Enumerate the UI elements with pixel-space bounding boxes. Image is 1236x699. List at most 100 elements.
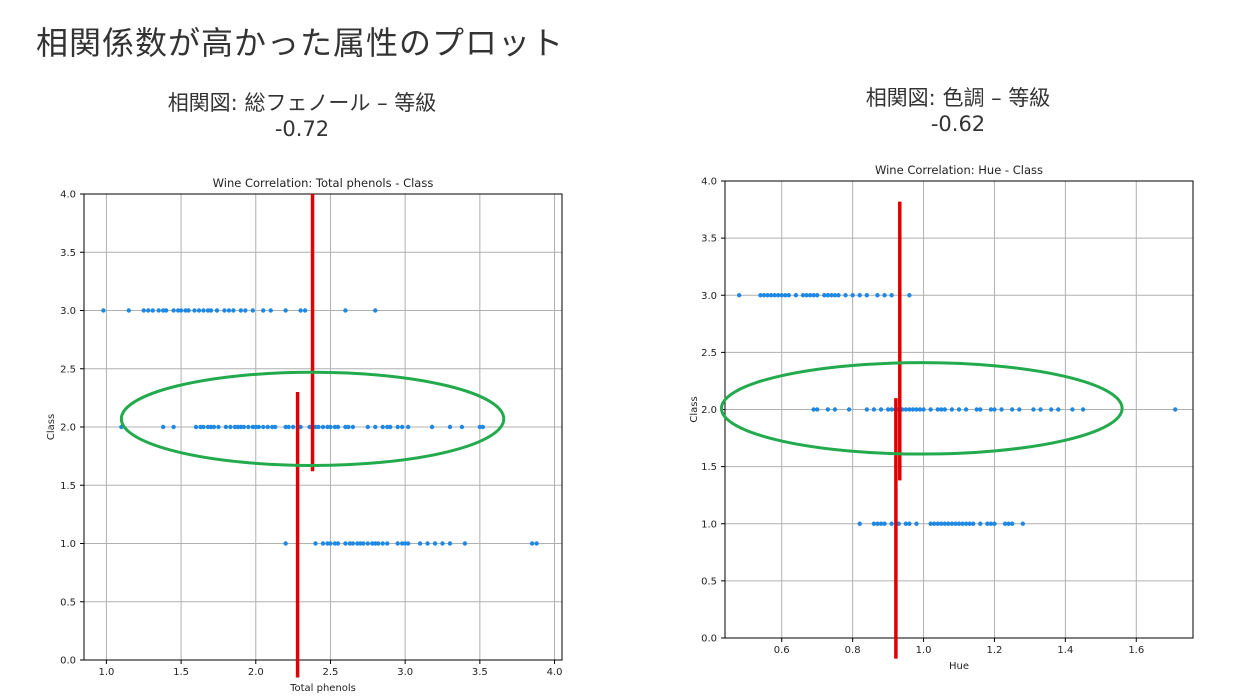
x-tick-label: 2.0 <box>248 667 264 678</box>
y-tick-label: 2.5 <box>60 364 76 375</box>
y-tick-label: 0.0 <box>701 634 717 645</box>
data-point <box>405 424 411 430</box>
data-point <box>201 308 206 313</box>
data-point <box>846 407 852 412</box>
data-point <box>864 407 870 412</box>
x-tick-label: 3.5 <box>472 667 488 678</box>
data-point <box>365 424 371 430</box>
data-point <box>1002 521 1008 526</box>
data-point <box>970 521 976 526</box>
data-point <box>1006 521 1011 526</box>
data-point <box>283 308 288 313</box>
data-point <box>811 293 816 298</box>
data-point <box>273 424 278 430</box>
data-point <box>298 308 303 313</box>
y-tick-label: 1.5 <box>701 462 717 473</box>
data-point <box>931 521 937 526</box>
data-point <box>963 521 969 526</box>
data-point <box>141 308 146 313</box>
data-point <box>882 521 887 526</box>
y-tick-label: 3.5 <box>701 234 717 245</box>
data-point <box>928 521 933 526</box>
data-point <box>907 407 912 412</box>
data-point <box>156 308 161 313</box>
data-point <box>942 521 948 526</box>
data-point <box>907 521 912 526</box>
data-point <box>889 293 894 298</box>
x-tick-label: 0.8 <box>845 645 861 656</box>
data-point <box>328 424 333 430</box>
x-tick-label: 0.6 <box>774 645 790 656</box>
data-point <box>786 293 792 298</box>
data-point <box>939 407 944 412</box>
data-point <box>328 541 333 546</box>
data-point <box>350 424 356 430</box>
data-point <box>761 293 767 298</box>
x-tick-label: 3.0 <box>397 667 413 678</box>
data-point <box>417 541 423 546</box>
data-point <box>256 424 261 430</box>
data-point <box>1009 521 1015 526</box>
data-point <box>758 293 763 298</box>
data-point <box>942 407 948 412</box>
x-axis-label: Hue <box>949 661 969 672</box>
data-point <box>967 521 972 526</box>
data-point <box>871 521 877 526</box>
data-point <box>736 293 742 298</box>
data-point <box>768 293 774 298</box>
data-point <box>313 541 318 546</box>
data-point <box>921 407 926 412</box>
data-point <box>917 407 923 412</box>
data-point <box>1020 521 1026 526</box>
data-point <box>320 424 326 430</box>
data-point <box>903 521 909 526</box>
data-point <box>126 308 132 313</box>
x-tick-label: 4.0 <box>547 667 563 678</box>
panel-heading-left: 相関図: 総フェノール – 等級 -0.72 <box>152 90 452 142</box>
data-point <box>243 308 248 313</box>
y-tick-label: 4.0 <box>60 190 76 201</box>
data-point <box>825 407 831 412</box>
data-point <box>935 407 940 412</box>
panel-heading-left-text: 相関図: 総フェノール – 等級 <box>167 91 437 115</box>
data-point <box>878 407 884 412</box>
data-point <box>800 293 806 298</box>
data-point <box>811 407 816 412</box>
panel-heading-right: 相関図: 色調 – 等級 -0.62 <box>830 85 1086 137</box>
data-point <box>261 308 266 313</box>
data-point <box>290 424 296 430</box>
data-point <box>1017 407 1022 412</box>
data-point <box>462 541 468 546</box>
data-point <box>286 424 291 430</box>
data-point <box>335 541 341 546</box>
data-point <box>857 293 862 298</box>
data-point <box>1038 407 1043 412</box>
data-point <box>534 541 539 546</box>
data-point <box>864 293 870 298</box>
data-point <box>1173 407 1178 412</box>
data-point <box>432 541 438 546</box>
data-point <box>343 308 348 313</box>
data-point <box>914 407 919 412</box>
data-point <box>429 424 435 430</box>
data-point <box>373 424 378 430</box>
panel-heading-right-text: 相関図: 色調 – 等級 <box>865 86 1051 110</box>
plot-frame <box>83 193 563 661</box>
data-point <box>261 424 266 430</box>
chart-1: 0.0 0.5 1.0 1.5 2.0 2.5 3.0 3.5 4.0 1.0 1.5 2.0 2.5 3… <box>46 176 563 694</box>
data-point <box>882 293 887 298</box>
data-point <box>1056 407 1061 412</box>
data-point <box>825 293 831 298</box>
data-point <box>192 308 197 313</box>
data-point <box>222 308 227 313</box>
x-axis-label: Total phenols <box>289 683 356 694</box>
plot-frame <box>724 180 1194 639</box>
data-point <box>146 308 151 313</box>
data-point <box>405 541 411 546</box>
x-tick-label: 1.0 <box>916 645 932 656</box>
y-tick-label: 0.5 <box>60 597 76 608</box>
data-point <box>992 521 997 526</box>
y-tick-label: 2.5 <box>701 348 717 359</box>
data-point <box>903 407 909 412</box>
data-point <box>447 541 453 546</box>
